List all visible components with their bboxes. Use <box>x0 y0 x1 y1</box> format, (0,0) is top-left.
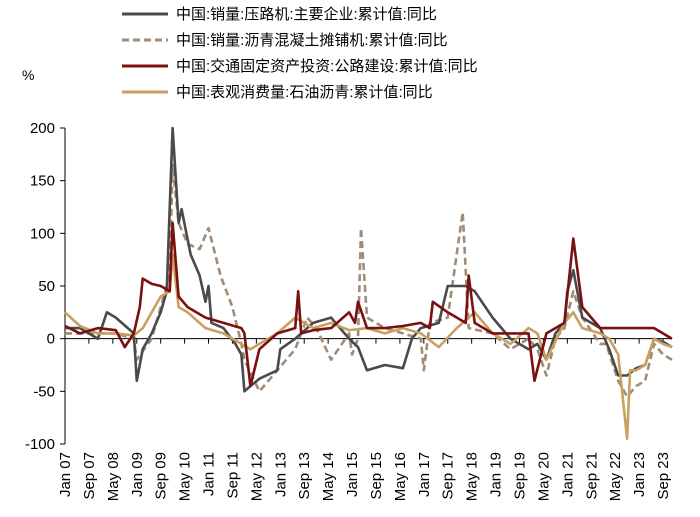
x-tick-label: Jan 13 <box>272 452 289 497</box>
x-tick-label: May 16 <box>392 452 409 501</box>
legend-label-2: 中国:交通固定资产投资:公路建设:累计值:同比 <box>176 57 478 75</box>
x-tick-label: Sep 11 <box>224 452 241 498</box>
x-tick-label: May 20 <box>535 452 552 501</box>
x-tick-label: Jan 09 <box>129 452 146 497</box>
legend-label-1: 中国:销量:沥青混凝土摊铺机:累计值:同比 <box>176 32 448 49</box>
x-tick-label: May 18 <box>464 452 481 501</box>
x-tick-label: May 12 <box>248 452 265 501</box>
y-ticks: 200 150 100 50 0 -50 -100 <box>25 120 65 453</box>
x-tick-label: Sep 17 <box>440 452 457 500</box>
legend-label-3: 中国:表观消费量:石油沥青:累计值:同比 <box>176 84 433 101</box>
x-tick-label: Sep 13 <box>296 452 313 500</box>
x-tick-label: May 10 <box>177 452 194 501</box>
x-tick-label: Sep 09 <box>153 452 170 500</box>
y-unit-label: % <box>22 67 34 83</box>
x-tick-label: Sep 21 <box>583 452 600 500</box>
x-tick-label: Jan 15 <box>344 452 361 497</box>
x-tick-label: Jan 07 <box>57 452 74 497</box>
x-ticks: Jan 07 Sep 07 May 08 Jan 09 Sep 09 May 10 Jan … <box>57 338 672 501</box>
series-lines <box>64 126 673 440</box>
x-tick-label: May 08 <box>105 452 122 501</box>
x-tick-label: Sep 19 <box>512 452 529 500</box>
x-tick-label: Sep 07 <box>81 452 98 500</box>
x-tick-label: Jan 11 <box>201 452 218 496</box>
y-tick-label: 200 <box>30 120 55 137</box>
series-line-0 <box>65 126 673 393</box>
x-tick-label: Sep 15 <box>368 452 385 500</box>
y-tick-label: 150 <box>30 173 55 190</box>
x-tick-label: Sep 23 <box>655 452 672 500</box>
series-line-1 <box>65 163 673 398</box>
x-tick-label: Jan 23 <box>631 452 648 497</box>
y-tick-label: 0 <box>47 331 55 348</box>
series-line-3 <box>64 253 673 440</box>
y-tick-label: -50 <box>33 383 55 400</box>
x-tick-label: Jan 17 <box>416 452 433 497</box>
y-tick-label: 100 <box>30 225 55 242</box>
x-tick-label: Jan 21 <box>559 452 576 497</box>
y-tick-label: -100 <box>25 436 55 453</box>
series-line-2 <box>64 221 673 388</box>
x-tick-label: May 22 <box>607 452 624 501</box>
legend: 中国:销量:压路机:主要企业:累计值:同比中国:销量:沥青混凝土摊铺机:累计值:… <box>122 5 478 101</box>
legend-label-0: 中国:销量:压路机:主要企业:累计值:同比 <box>176 5 437 23</box>
x-tick-label: Jan 19 <box>488 452 505 497</box>
x-tick-label: May 14 <box>320 452 337 501</box>
y-tick-label: 50 <box>38 278 55 295</box>
